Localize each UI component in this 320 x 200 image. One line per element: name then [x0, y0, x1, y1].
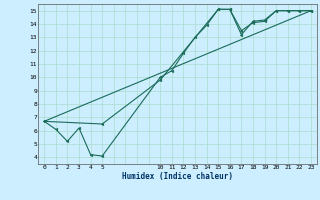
X-axis label: Humidex (Indice chaleur): Humidex (Indice chaleur) [122, 172, 233, 181]
